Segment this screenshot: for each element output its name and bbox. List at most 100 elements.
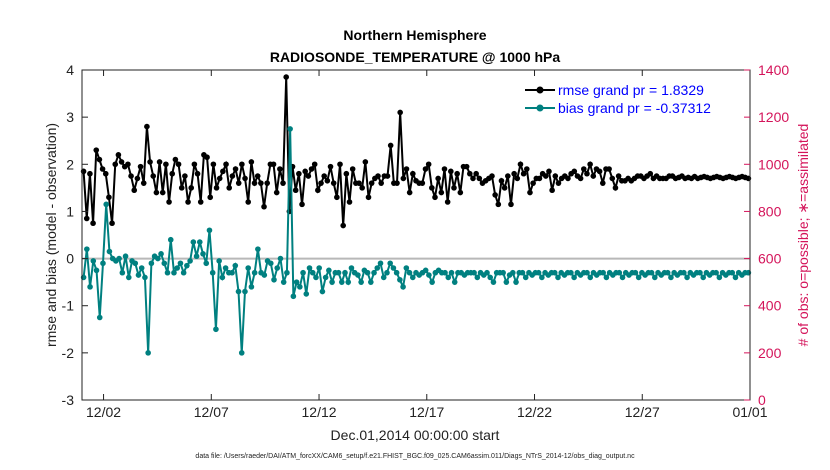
rmse-series-point xyxy=(403,166,410,172)
rmse-series-point xyxy=(261,203,267,210)
bias-series-point xyxy=(180,269,187,276)
bias-series-point xyxy=(297,284,303,290)
bias-series-point xyxy=(284,269,290,276)
rmse-series-point xyxy=(520,170,527,177)
bias-series-point xyxy=(684,274,690,281)
bias-series-point xyxy=(700,274,707,281)
rmse-series-point xyxy=(565,175,571,182)
rmse-series-point xyxy=(277,166,283,172)
bias-series-point xyxy=(164,269,171,276)
y-axis-ticks: -3 -2 -1 0 1 2 3 4 xyxy=(62,62,88,408)
rmse-series-point xyxy=(429,185,435,191)
rmse-series-point xyxy=(258,180,264,186)
rmse-series-point xyxy=(384,173,391,179)
rmse-series-point xyxy=(495,201,502,208)
rmse-series-point xyxy=(508,201,514,208)
rmse-series-point xyxy=(327,163,334,170)
rmse-series-point xyxy=(498,177,505,184)
rmse-series-point xyxy=(599,180,606,186)
rmse-series-point xyxy=(96,156,103,163)
y2-tick-label: 1400 xyxy=(758,62,789,78)
rmse-series-point xyxy=(112,161,119,168)
bias-series-point xyxy=(238,350,245,356)
bias-series-point xyxy=(200,251,206,257)
bias-series-point xyxy=(503,279,510,285)
rmse-series-point xyxy=(470,175,476,182)
bias-series-point xyxy=(539,274,545,281)
rmse-series-point xyxy=(207,194,214,201)
rmse-series-point xyxy=(334,194,340,201)
bias-series-point xyxy=(400,284,406,290)
bias-series-point xyxy=(571,274,577,281)
rmse-series-point xyxy=(451,185,457,191)
y2-tick-label: 800 xyxy=(758,203,782,219)
rmse-series-point xyxy=(248,159,255,165)
rmse-series-point xyxy=(378,180,384,186)
bias-series-point xyxy=(681,269,687,276)
bias-series-point xyxy=(335,269,342,276)
bias-series-point xyxy=(287,126,293,132)
rmse-series-point xyxy=(134,175,141,182)
rmse-series-point xyxy=(251,180,258,186)
rmse-series-point xyxy=(87,170,93,177)
rmse-series-point xyxy=(362,159,369,165)
bias-series-point xyxy=(255,246,261,252)
x-tick-label: 12/07 xyxy=(194,404,229,420)
bias-series-point xyxy=(387,260,393,267)
bias-series-point xyxy=(329,279,335,285)
bias-series-point xyxy=(500,269,506,276)
y2-tick-label: 0 xyxy=(758,392,766,408)
bias-series-point xyxy=(319,288,326,295)
rmse-series-point xyxy=(394,180,400,186)
bias-series-point xyxy=(697,269,703,276)
rmse-series-point xyxy=(175,161,182,168)
rmse-series-point xyxy=(125,161,131,168)
legend-box xyxy=(520,80,742,118)
bias-series-point xyxy=(87,284,93,290)
rmse-series-point xyxy=(368,180,375,186)
y-tick-label: -3 xyxy=(62,392,75,408)
bias-series-point xyxy=(342,269,348,276)
rmse-series-point xyxy=(330,180,337,186)
y2-tick-label: 1200 xyxy=(758,109,789,125)
rmse-series-point xyxy=(612,185,619,191)
rmse-series-point xyxy=(150,173,157,179)
bias-series-point xyxy=(177,260,184,267)
rmse-series-point xyxy=(400,175,407,182)
rmse-series-point xyxy=(552,173,559,179)
rmse-series-point xyxy=(549,187,555,194)
rmse-series-point xyxy=(194,170,201,177)
y2-tick-label: 400 xyxy=(758,298,782,314)
rmse-series-point xyxy=(441,166,448,172)
bias-series-point xyxy=(652,274,658,281)
legend-rmse-marker xyxy=(536,86,544,94)
rmse-series-point xyxy=(264,180,271,186)
rmse-series-point xyxy=(457,189,464,196)
bias-series-point xyxy=(664,269,671,276)
y2-tick-label: 200 xyxy=(758,345,782,361)
bias-series-point xyxy=(635,274,642,281)
bias-series-point xyxy=(174,265,180,271)
rmse-series-point xyxy=(169,170,176,177)
bias-series-point xyxy=(426,272,432,278)
y-tick-label: 3 xyxy=(66,109,74,125)
rmse-series-point xyxy=(343,170,350,177)
legend: rmse grand pr = 1.8329 bias grand pr = -… xyxy=(520,80,742,118)
bias-series-point xyxy=(145,350,151,356)
legend-bias-label: bias grand pr = -0.37312 xyxy=(558,100,711,116)
rmse-series-point xyxy=(365,194,372,201)
bias-series-point xyxy=(216,258,222,264)
bias-series-point xyxy=(232,262,239,269)
bias-series-point xyxy=(316,265,322,271)
rmse-series-point xyxy=(527,189,533,196)
rmse-series-point xyxy=(580,166,587,172)
bias-series-point xyxy=(522,274,529,281)
bias-series-point xyxy=(587,274,594,281)
bias-series-point xyxy=(206,227,213,234)
rmse-series-point xyxy=(524,166,530,172)
x-tick-label: 01/01 xyxy=(732,404,767,420)
bias-series-point xyxy=(313,274,319,281)
bias-series-point xyxy=(251,269,258,276)
legend-bias-marker xyxy=(536,104,544,112)
plot-frame xyxy=(81,69,751,401)
